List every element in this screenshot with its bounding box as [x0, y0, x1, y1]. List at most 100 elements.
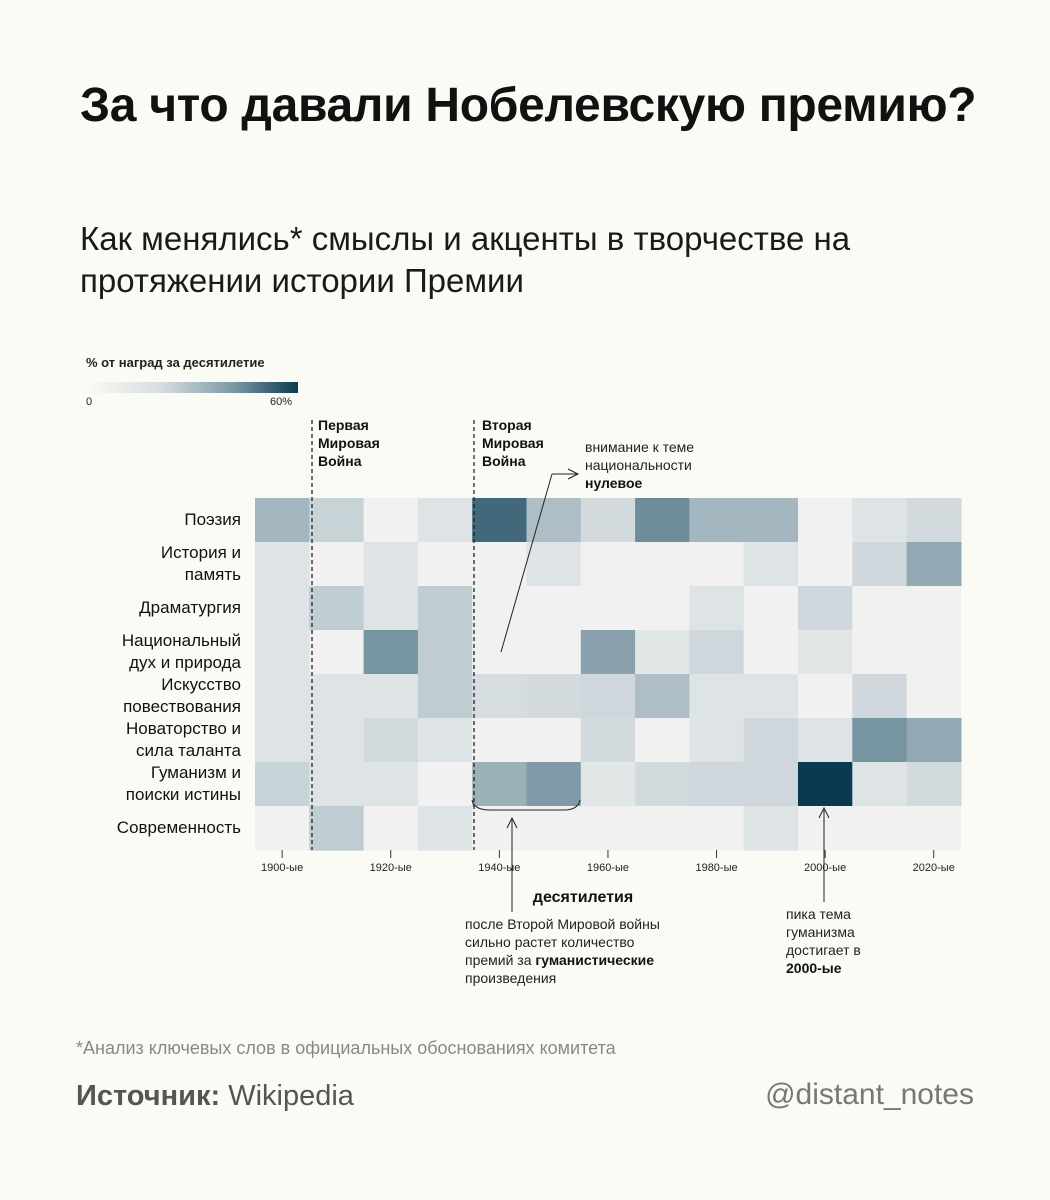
- row-label: Искусство повествования: [123, 675, 241, 716]
- row-label: Национальный дух и природа: [121, 631, 241, 672]
- heatmap-cell: [580, 674, 636, 719]
- heatmap-cell: [363, 542, 419, 587]
- heatmap-cell: [472, 586, 528, 631]
- heatmap-cell: [906, 498, 962, 543]
- heatmap-cell: [743, 674, 799, 719]
- heatmap-cell: [852, 586, 908, 631]
- annotation-nationality-bold: нулевое: [585, 475, 643, 491]
- heatmap-cell: [417, 498, 473, 543]
- heatmap-cell: [417, 586, 473, 631]
- heatmap-cell: [309, 630, 365, 675]
- annotation-humanism-growth-text: после Второй Мировой войны сильно растет…: [465, 916, 660, 968]
- heatmap-cell: [798, 630, 853, 675]
- heatmap-cell: [906, 806, 962, 851]
- heatmap-cell: [255, 806, 310, 851]
- heatmap-cell: [309, 542, 365, 587]
- row-label: Современность: [116, 818, 241, 837]
- heatmap-cell: [743, 498, 799, 543]
- heatmap-cell: [309, 762, 365, 807]
- heatmap-cell: [580, 630, 636, 675]
- heatmap-cell: [743, 542, 799, 587]
- heatmap-cell: [363, 630, 419, 675]
- row-label: Гуманизм и поиски истины: [125, 763, 241, 804]
- x-axis-title: десятилетия: [532, 889, 634, 906]
- chart-subtitle: Как менялись* смыслы и акценты в творчес…: [80, 220, 851, 299]
- heatmap-cell: [526, 498, 582, 543]
- heatmap-cell: [363, 586, 419, 631]
- x-tick-label: 1900-ые: [261, 862, 304, 874]
- heatmap-cell: [689, 542, 745, 587]
- source-credit: Источник: Wikipedia: [76, 1080, 354, 1113]
- heatmap-cell: [689, 718, 745, 763]
- heatmap-cell: [255, 542, 310, 587]
- heatmap-cell: [472, 630, 528, 675]
- heatmap-cell: [798, 498, 853, 543]
- legend-label: % от наград за десятилетие: [86, 355, 265, 370]
- heatmap-cell: [526, 586, 582, 631]
- heatmap-cell: [743, 806, 799, 851]
- heatmap-cell: [363, 674, 419, 719]
- heatmap-cell: [255, 674, 310, 719]
- heatmap-cell: [363, 762, 419, 807]
- source-value: Wikipedia: [228, 1080, 354, 1112]
- annotation-nationality-arrow: [567, 468, 580, 480]
- annotation-humanism-growth-tail: произведения: [465, 970, 557, 986]
- heatmap-cell: [906, 586, 962, 631]
- heatmap-cell: [526, 630, 582, 675]
- annotation-humanism-growth: после Второй Мировой войны сильно растет…: [465, 915, 665, 987]
- heatmap-cell: [309, 498, 365, 543]
- x-tick-label: 1940-ые: [478, 862, 521, 874]
- heatmap-cell: [309, 674, 365, 719]
- annotation-humanism-growth-arrow: [506, 816, 518, 829]
- heatmap-cell: [526, 674, 582, 719]
- annotation-nationality-line: [500, 473, 553, 653]
- heatmap-cell: [852, 674, 908, 719]
- heatmap-cell: [580, 762, 636, 807]
- heatmap-cell: [743, 762, 799, 807]
- row-label: Поэзия: [184, 510, 241, 529]
- annotation-nationality: внимание к теме национальности нулевое: [585, 438, 745, 492]
- heatmap-cell: [689, 586, 745, 631]
- heatmap-cell: [906, 542, 962, 587]
- heatmap-cell: [798, 674, 853, 719]
- annotation-humanism-bracket: [471, 799, 581, 811]
- x-tick-label: 2000-ые: [804, 862, 847, 874]
- heatmap-cell: [255, 586, 310, 631]
- heatmap-cell: [472, 806, 528, 851]
- heatmap-cell: [689, 674, 745, 719]
- heatmap-cell: [526, 542, 582, 587]
- heatmap-cell: [580, 586, 636, 631]
- heatmap-cell: [580, 542, 636, 587]
- heatmap-cell: [472, 718, 528, 763]
- heatmap-cell: [635, 498, 690, 543]
- heatmap-cell: [852, 542, 908, 587]
- heatmap-cell: [906, 674, 962, 719]
- heatmap-cell: [689, 498, 745, 543]
- heatmap-cell: [743, 718, 799, 763]
- annotation-humanism-peak-text: пика тема гуманизма достигает в: [786, 906, 861, 958]
- row-label: Драматургия: [139, 598, 241, 617]
- heatmap-cell: [255, 718, 310, 763]
- heatmap-cell: [852, 498, 908, 543]
- heatmap-cell: [417, 806, 473, 851]
- heatmap-cell: [743, 586, 799, 631]
- legend-color-scale: [86, 382, 298, 393]
- heatmap-cell: [472, 542, 528, 587]
- ww1-label: Первая Мировая Война: [318, 417, 380, 469]
- heatmap-cell: [798, 806, 853, 851]
- heatmap-cell: [255, 498, 310, 543]
- heatmap-cell: [255, 630, 310, 675]
- annotation-humanism-peak-bold: 2000-ые: [786, 960, 842, 976]
- heatmap-cell: [526, 806, 582, 851]
- row-label: История и память: [160, 543, 241, 584]
- heatmap-cell: [309, 586, 365, 631]
- heatmap-cell: [689, 762, 745, 807]
- legend-min-label: 0: [86, 396, 93, 408]
- heatmap-cell: [635, 542, 690, 587]
- heatmap-cell: [472, 762, 528, 807]
- row-label: Новаторство и сила таланта: [126, 719, 241, 760]
- ww2-label: Вторая Мировая Война: [482, 417, 544, 469]
- heatmap-cell: [906, 762, 962, 807]
- heatmap-cell: [798, 718, 853, 763]
- heatmap-cell: [743, 630, 799, 675]
